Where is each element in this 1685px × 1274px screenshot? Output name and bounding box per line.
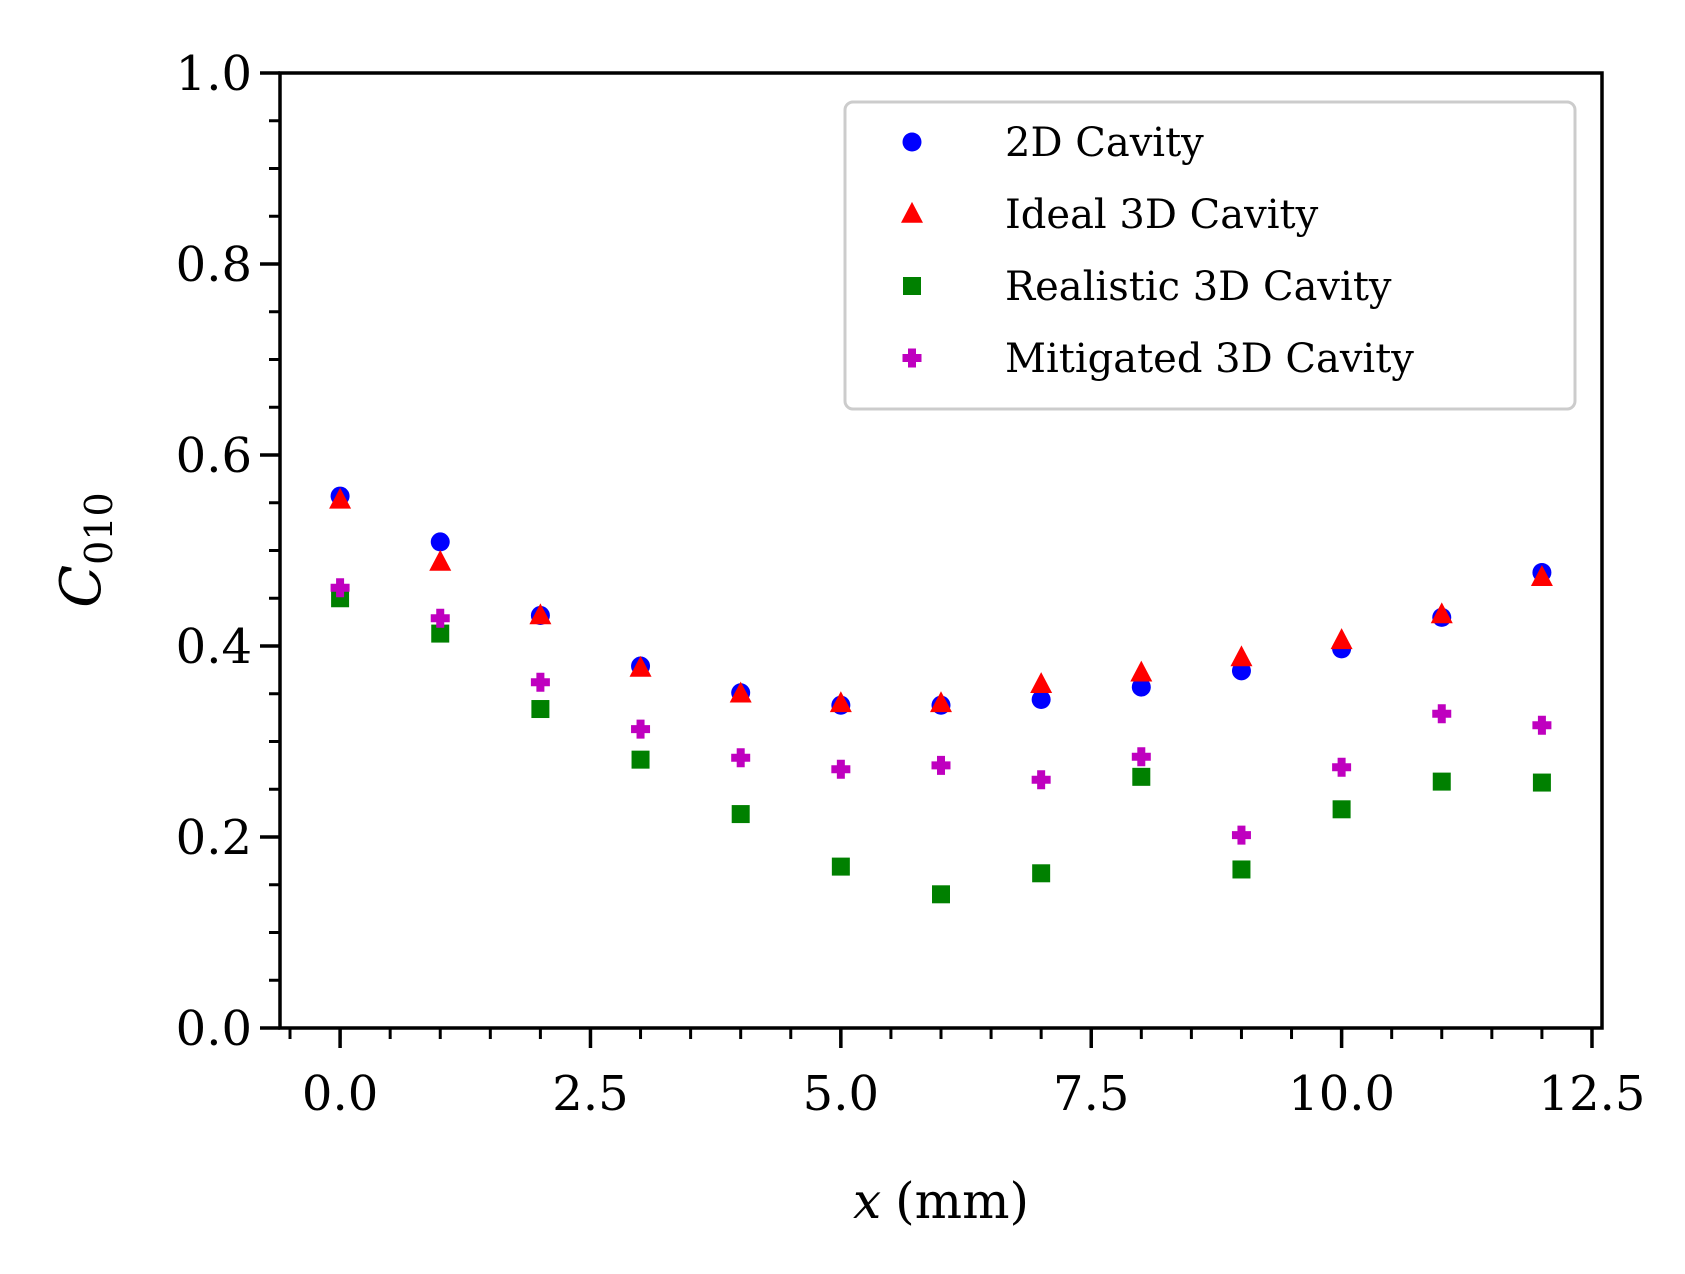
y-tick-label: 1.0 xyxy=(176,46,252,102)
data-point xyxy=(430,608,450,628)
data-point xyxy=(431,624,450,643)
data-point xyxy=(1130,660,1153,682)
legend-label: 2D Cavity xyxy=(1005,120,1204,166)
data-point xyxy=(330,578,350,598)
data-point xyxy=(631,719,651,739)
legend-label: Mitigated 3D Cavity xyxy=(1005,336,1414,382)
legend-marker xyxy=(901,201,923,223)
x-axis-variable: x xyxy=(853,1172,881,1230)
legend-label: Ideal 3D Cavity xyxy=(1005,192,1319,238)
data-point xyxy=(1430,602,1453,624)
legend-label: Realistic 3D Cavity xyxy=(1005,264,1392,310)
data-point xyxy=(729,681,752,703)
y-axis-subscript: 010 xyxy=(77,492,121,565)
data-point xyxy=(932,885,950,904)
data-point xyxy=(731,805,750,824)
data-point xyxy=(1031,689,1051,709)
x-axis-ticks: 0.0 2.5 5.0 7.5 10.0 12.5 xyxy=(288,1028,1646,1122)
data-point xyxy=(1332,800,1351,819)
x-tick-label: 2.5 xyxy=(552,1066,628,1122)
data-point xyxy=(1432,772,1451,791)
data-point xyxy=(831,857,850,876)
x-tick-label: 5.0 xyxy=(803,1066,879,1122)
data-point xyxy=(429,549,452,571)
y-axis-ticks: 0.0 0.2 0.4 0.6 0.8 1.0 xyxy=(176,46,280,1057)
series-3 xyxy=(330,578,1552,845)
data-point xyxy=(1131,677,1151,697)
data-point xyxy=(329,487,352,509)
y-tick-label: 0.0 xyxy=(176,1001,252,1057)
data-point xyxy=(331,589,350,608)
x-tick-label: 7.5 xyxy=(1053,1066,1129,1122)
legend-box xyxy=(843,100,1577,411)
data-point xyxy=(1232,860,1251,879)
data-point xyxy=(631,750,650,769)
x-tick-label: 12.5 xyxy=(1539,1066,1646,1122)
data-point xyxy=(831,759,851,779)
data-point xyxy=(430,532,450,552)
data-point xyxy=(1332,757,1352,777)
data-point xyxy=(1031,770,1051,790)
data-point xyxy=(1330,628,1353,650)
x-tick-label: 10.0 xyxy=(1288,1066,1395,1122)
data-points-layer xyxy=(329,486,1553,904)
legend-marker xyxy=(902,132,922,152)
legend-marker xyxy=(903,277,921,295)
x-tick-label: 0.0 xyxy=(302,1066,378,1122)
y-tick-label: 0.6 xyxy=(176,428,252,484)
data-point xyxy=(1131,747,1151,767)
data-point xyxy=(829,691,852,713)
data-point xyxy=(1132,767,1151,786)
legend-items: 2D Cavity Ideal 3D Cavity Realistic 3D Cav… xyxy=(901,120,1414,382)
data-point xyxy=(1532,773,1551,792)
data-point xyxy=(629,655,652,677)
data-point xyxy=(531,700,550,719)
plot-area-frame xyxy=(278,71,1604,1030)
y-tick-label: 0.4 xyxy=(176,619,252,675)
data-point xyxy=(1030,672,1053,693)
data-point xyxy=(930,691,952,713)
data-point xyxy=(1032,864,1051,883)
data-point xyxy=(731,748,751,768)
data-point xyxy=(529,603,552,625)
y-axis-variable: C xyxy=(49,565,114,608)
data-point xyxy=(931,755,951,775)
y-tick-label: 0.2 xyxy=(176,810,252,866)
x-axis-unit: (mm) xyxy=(895,1172,1029,1230)
legend-marker xyxy=(902,348,922,368)
data-point xyxy=(1432,704,1452,724)
data-point xyxy=(530,672,550,692)
y-tick-label: 0.8 xyxy=(176,237,252,293)
series-1 xyxy=(329,487,1553,713)
legend: 2D Cavity Ideal 3D Cavity Realistic 3D Cav… xyxy=(843,100,1577,411)
data-point xyxy=(1530,565,1553,587)
data-point xyxy=(1231,825,1251,845)
data-point xyxy=(1532,715,1552,735)
x-axis-label: x (mm) xyxy=(853,1172,1029,1230)
series-2 xyxy=(331,589,1551,904)
data-point xyxy=(1230,645,1253,667)
y-axis-label: C010 xyxy=(49,492,121,607)
